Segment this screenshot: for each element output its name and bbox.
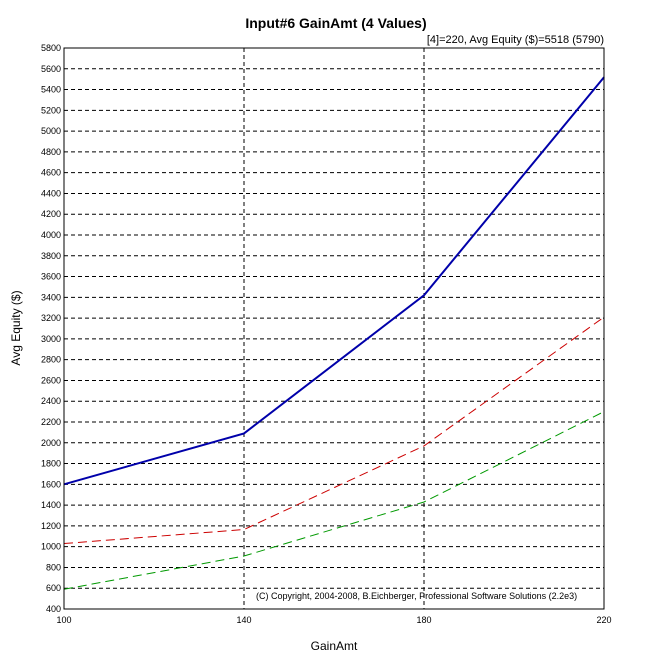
x-tick-label: 180 (416, 615, 431, 625)
y-tick-label: 1200 (41, 521, 61, 531)
y-tick-label: 2000 (41, 438, 61, 448)
y-tick-label: 5400 (41, 85, 61, 95)
series-lines (63, 76, 605, 590)
y-tick-label: 3400 (41, 292, 61, 302)
y-axis-label: Avg Equity ($) (9, 290, 23, 365)
y-tick-label: 3800 (41, 251, 61, 261)
chart-title: Input#6 GainAmt (4 Values) (245, 15, 426, 31)
y-tick-label: 5600 (41, 64, 61, 74)
y-tick-label: 2800 (41, 355, 61, 365)
y-tick-label: 3000 (41, 334, 61, 344)
series-line-2 (63, 316, 605, 545)
y-tick-label: 5000 (41, 126, 61, 136)
y-tick-label: 2600 (41, 375, 61, 385)
x-axis-label: GainAmt (311, 639, 358, 653)
y-tick-label: 5200 (41, 105, 61, 115)
y-tick-label: 3200 (41, 313, 61, 323)
y-tick-label: 2200 (41, 417, 61, 427)
x-tick-label: 100 (56, 615, 71, 625)
y-tick-label: 4800 (41, 147, 61, 157)
plot-frame (63, 47, 605, 610)
grid (64, 48, 604, 609)
y-tick-label: 1400 (41, 500, 61, 510)
y-tick-label: 5800 (41, 43, 61, 53)
y-tick-label: 2400 (41, 396, 61, 406)
y-tick-label: 4400 (41, 188, 61, 198)
y-tick-label: 800 (46, 562, 61, 572)
y-tick-label: 1000 (41, 542, 61, 552)
y-tick-label: 3600 (41, 272, 61, 282)
x-tick-label: 220 (596, 615, 611, 625)
series-line-1 (63, 76, 605, 486)
y-tick-label: 400 (46, 604, 61, 614)
tick-labels: 400 600 800 1000 1200 1400 1600 1800 2000 2200 240… (41, 43, 612, 625)
y-tick-label: 1800 (41, 459, 61, 469)
chart-subtitle: [4]=220, Avg Equity ($)=5518 (5790) (427, 34, 604, 46)
y-tick-label: 1600 (41, 479, 61, 489)
series-line-3 (63, 411, 605, 590)
x-tick-label: 140 (236, 615, 251, 625)
y-tick-label: 4600 (41, 168, 61, 178)
y-tick-label: 4000 (41, 230, 61, 240)
y-tick-label: 600 (46, 583, 61, 593)
y-tick-label: 4200 (41, 209, 61, 219)
copyright-annotation: (C) Copyright, 2004-2008, B.Eichberger, … (256, 591, 577, 601)
